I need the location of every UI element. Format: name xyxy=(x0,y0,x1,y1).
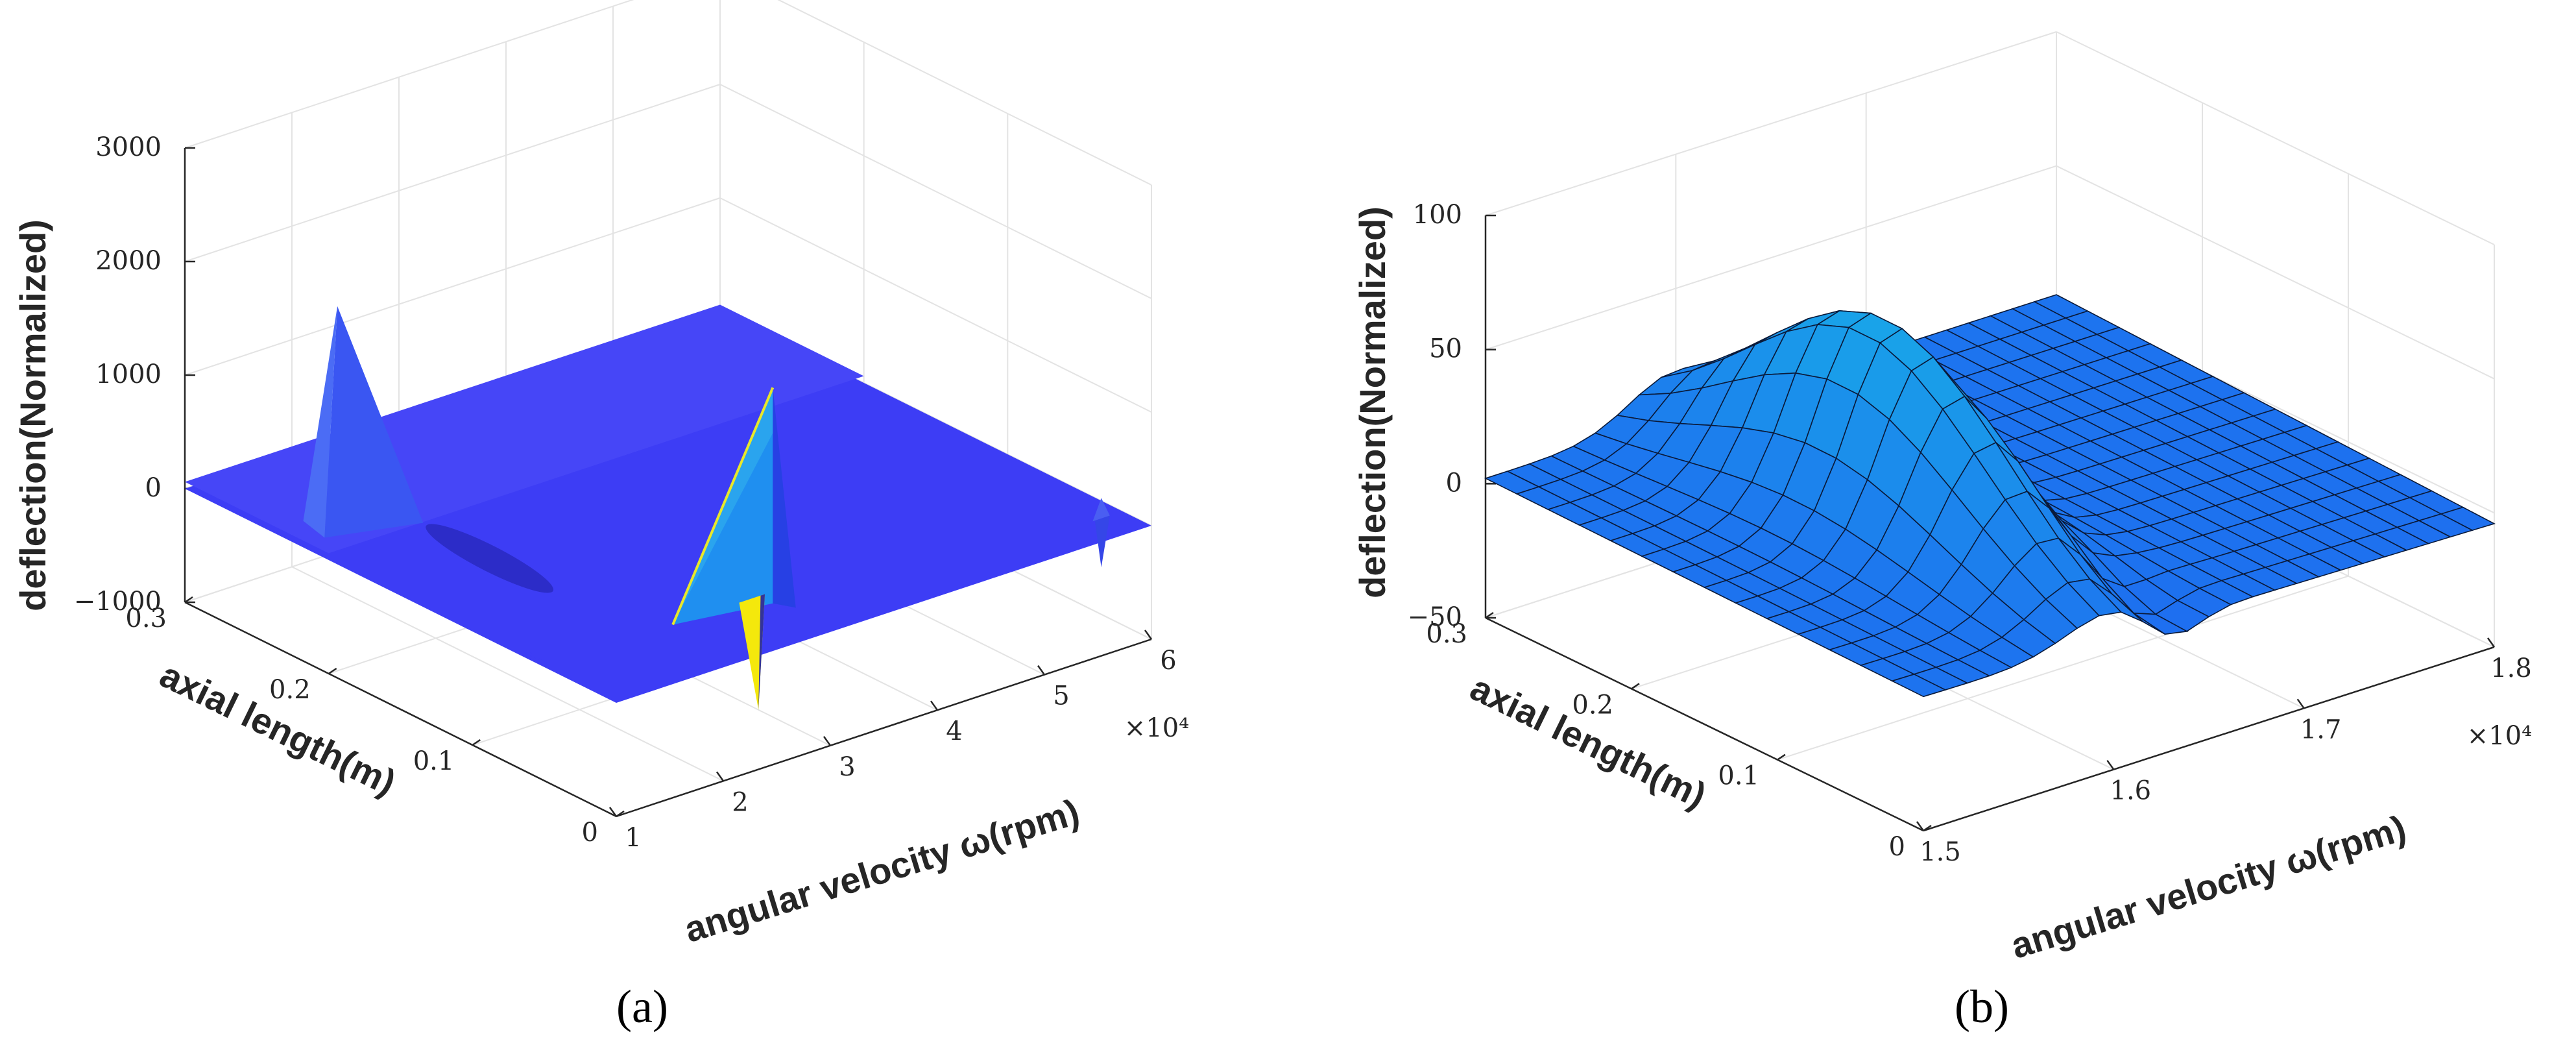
y-tick-label: 0.1 xyxy=(1718,761,1759,791)
x-tick-label: 6 xyxy=(1160,646,1176,676)
z-tick-label: 0 xyxy=(1446,468,1462,498)
side-wall-grid-line xyxy=(719,84,1152,299)
x-axis-label: angular velocity ω(rpm) xyxy=(2006,807,2411,966)
x-tick-label: 1.6 xyxy=(2110,776,2152,806)
x-tick-label: 4 xyxy=(946,716,962,746)
x-tick xyxy=(823,736,832,746)
x-tick-label: 1.7 xyxy=(2300,715,2342,744)
side-wall-grid-line xyxy=(2056,165,2495,380)
x-tick xyxy=(608,807,618,817)
x-tick xyxy=(1916,821,1925,831)
surface-dip xyxy=(426,524,554,593)
surface-spike-face xyxy=(303,306,338,538)
y-tick-label: 0.3 xyxy=(1426,619,1467,649)
z-tick-label: 1000 xyxy=(95,360,162,389)
surface-dip-yellow xyxy=(739,594,765,710)
x-tick-label: 5 xyxy=(1053,681,1069,711)
y-tick xyxy=(1777,753,1786,761)
y-tick-label: 0.2 xyxy=(269,675,311,705)
x-tick xyxy=(716,771,725,782)
z-tick-label: 50 xyxy=(1429,334,1462,364)
surface-spike xyxy=(1092,498,1110,522)
x-axis-line xyxy=(1923,646,2495,832)
x-tick xyxy=(2486,637,2496,648)
x-tick xyxy=(2296,698,2305,709)
surface-spike xyxy=(773,387,796,608)
surface-dip xyxy=(1094,515,1110,568)
surface-spike xyxy=(324,306,424,538)
y-axis-line xyxy=(1485,617,1924,832)
z-tick-label: −1000 xyxy=(74,587,162,617)
x-tick xyxy=(1037,665,1046,676)
z-tick-label: −50 xyxy=(1408,602,1462,632)
x-tick-label: 3 xyxy=(839,752,855,782)
surface-notch xyxy=(521,651,550,666)
side-wall-grid-line xyxy=(2056,31,2495,245)
surface-plot-b: 1.5 1.6 1.7 1.8 0 0.1 0.2 0.3−50 0 50 100 ×10⁴ defle… xyxy=(1352,31,2532,966)
side-wall-grid-line xyxy=(719,197,1152,413)
y-tick xyxy=(1485,611,1494,619)
back-wall-grid-line xyxy=(1485,31,2057,216)
x-exponent-label: ×10⁴ xyxy=(2467,721,2532,751)
y-axis-line xyxy=(184,601,617,818)
back-wall-grid-line xyxy=(1485,165,2057,350)
x-axis-line xyxy=(616,638,1152,818)
back-wall-grid-line xyxy=(184,84,721,262)
y-tick xyxy=(1631,683,1640,690)
y-tick-label: 0 xyxy=(1889,832,1905,862)
surface-cell xyxy=(1890,674,1947,698)
x-tick xyxy=(2106,759,2115,770)
back-wall-grid-line xyxy=(184,197,721,376)
y-tick-label: 0 xyxy=(582,818,598,848)
x-tick-label: 2 xyxy=(732,787,748,817)
x-tick xyxy=(930,700,939,711)
z-axis-label: deflection(Normalized) xyxy=(1352,206,1393,598)
floor-grid-line xyxy=(1777,575,2349,761)
back-wall-grid-line xyxy=(184,0,634,149)
y-tick xyxy=(616,810,625,818)
caption-a: (a) xyxy=(616,981,668,1033)
y-axis-label: axial length(m) xyxy=(1464,667,1713,816)
x-tick-label: 1 xyxy=(625,823,641,853)
x-exponent-label: ×10⁴ xyxy=(1124,713,1189,743)
z-tick-label: 2000 xyxy=(95,246,162,276)
x-tick-label: 1.5 xyxy=(1920,837,1961,867)
z-axis-label: deflection(Normalized) xyxy=(12,219,53,611)
floor-grid-line xyxy=(291,566,724,782)
z-tick-label: 3000 xyxy=(95,132,162,162)
z-tick-label: 0 xyxy=(145,473,162,503)
side-wall-grid-line xyxy=(777,0,1152,186)
surface-plot-a: 1 2 3 4 5 6 0 0.1 0.2 0.3−1000 0 1000 2000 3000 ×10⁴ de… xyxy=(12,0,1189,950)
y-tick-label: 0.1 xyxy=(413,746,455,776)
x-tick-label: 1.8 xyxy=(2490,654,2532,683)
y-tick xyxy=(328,667,337,675)
y-tick-label: 0.2 xyxy=(1572,690,1613,720)
surface-spike-edge xyxy=(671,387,775,626)
y-tick xyxy=(1923,824,1932,832)
z-tick-label: 100 xyxy=(1413,200,1462,230)
y-tick xyxy=(184,596,193,604)
surface-dip-edge xyxy=(758,594,765,710)
y-tick-label: 0.3 xyxy=(125,604,167,633)
x-tick xyxy=(1144,630,1153,640)
caption-b: (b) xyxy=(1955,981,2009,1033)
y-tick xyxy=(472,739,481,746)
